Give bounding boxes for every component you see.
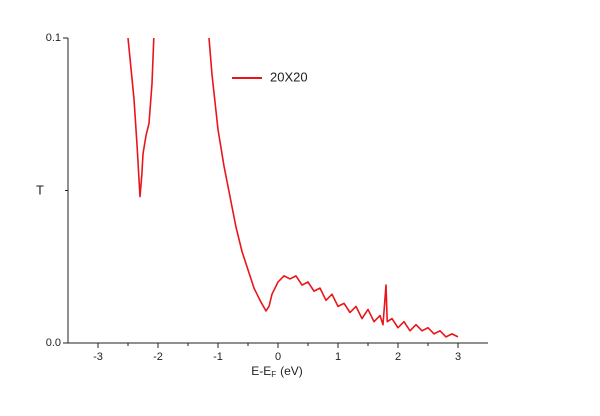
x-axis-label-unit: (eV): [280, 364, 303, 378]
x-tick-label: -1: [213, 351, 223, 363]
x-axis-label-main: E-E: [251, 364, 271, 378]
x-axis-label-sub: F: [271, 370, 276, 379]
series-line: [127, 38, 459, 338]
x-tick-label: -3: [93, 351, 103, 363]
legend-label: 20X20: [270, 69, 308, 84]
x-tick-label: -2: [153, 351, 163, 363]
x-tick-label: 2: [395, 351, 401, 363]
y-tick-label: 0.1: [46, 32, 61, 44]
x-tick-label: 3: [455, 351, 461, 363]
x-axis-label: E-EF (eV): [251, 364, 303, 379]
x-tick-label: 1: [335, 351, 341, 363]
x-tick-label: 0: [275, 351, 281, 363]
y-axis-label: T: [36, 182, 44, 197]
plot-area: [127, 38, 459, 338]
y-tick-label: 0.0: [46, 337, 61, 349]
